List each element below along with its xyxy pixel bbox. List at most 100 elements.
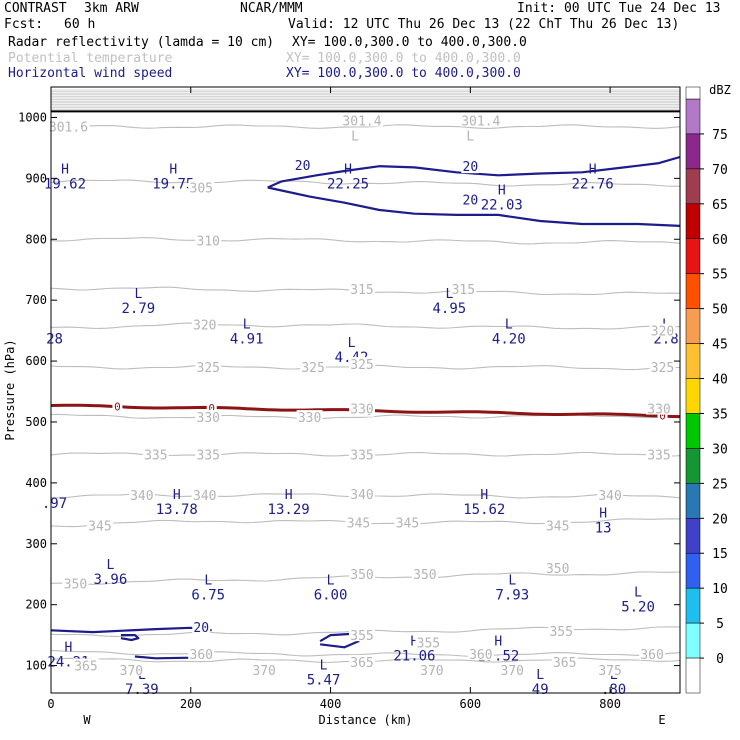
wind-extremum-type: L [634,586,642,601]
theta-label-bg [72,658,99,672]
y-tick-label: 100 [25,659,47,673]
theta-label-bg [499,662,526,676]
wind-extremum-value: 5.20 [621,600,655,616]
theta-label: 370 [252,664,275,679]
theta-contour-320 [50,322,681,330]
y-tick-label: 700 [25,293,47,307]
theta-label-bg [195,447,222,461]
wind-extremum-type: L [445,287,453,302]
colorbar-tick-label: 60 [712,233,728,248]
theta-label: 330 [197,411,220,426]
theta-label-bg [188,647,215,661]
wind-extremum-type: L [536,668,544,683]
theta-label-bg [300,360,327,374]
theta-label-bg [349,567,376,581]
y-tick-label: 300 [25,537,47,551]
theta-label-bg [646,447,673,461]
theta-label-bg [195,233,222,247]
theta-label: 305 [190,181,213,196]
valid-time: Valid: 12 UTC Thu 26 Dec 13 (22 ChT Thu … [288,17,680,32]
theta-extremum-marker: L [466,130,474,145]
colorbar-tick-label: 75 [712,128,728,143]
wind-extremum-value: 13.78 [156,502,198,518]
freezing-label: 0 [208,402,215,415]
colorbar-swatch [685,238,701,274]
theta-label-bg [551,654,578,668]
wind-contour-20 [50,626,212,634]
y-tick-label: 400 [25,476,47,490]
wind-extremum-type: L [508,573,516,588]
theta-label-bg [544,561,571,575]
theta-label: 315 [350,283,373,298]
theta-label-bg [597,488,624,502]
theta-label: 325 [350,358,373,373]
theta-label: 301.4 [461,114,500,129]
field-name-wind: Horizontal wind speed [8,66,173,81]
theta-label: 365 [74,660,97,675]
wind-extremum-value: 28 [46,332,63,348]
wind-extremum-value: 13.29 [268,502,310,518]
colorbar-tick-label: 20 [712,512,728,527]
theta-label-bg [296,410,323,424]
wind-extremum-value: .97 [42,496,67,512]
theta-label-bg [349,282,376,296]
theta-label: 340 [350,488,373,503]
colorbar-swatch [685,133,701,170]
stratosphere-shading [51,89,680,112]
theta-label-bg [548,623,575,637]
theta-extremum-marker: L [351,130,359,145]
theta-label: 355 [417,636,440,651]
freezing-label-bg [206,402,217,415]
program-name: CONTRAST [4,1,67,16]
theta-label: 325 [301,361,324,376]
theta-label: 355 [549,625,572,640]
wind-extremum-value: 22.76 [572,176,614,192]
theta-label-bg [597,662,624,676]
wind-extremum-type: L [505,318,513,333]
theta-label: 315 [452,283,475,298]
wind-label-bg [293,157,312,172]
theta-label-bg [349,447,376,461]
colorbar-swatch [685,378,701,414]
theta-label-bg [86,518,113,532]
wind-extremum-type: L [320,659,328,674]
wind-extremum-value: 19.62 [44,176,86,192]
wind-extremum-value: 2.79 [122,301,156,317]
colorbar-tick-label: 65 [712,198,728,213]
colorbar-swatch [685,343,701,379]
colorbar-swatch [685,98,701,135]
theta-label: 345 [396,516,419,531]
fcst-label: Fcst: [4,17,44,32]
colorbar-tick-label: 0 [716,652,724,667]
theta-label: 350 [350,568,373,583]
theta-label-bg [195,360,222,374]
theta-label-bg [251,662,278,676]
theta-label-bg [411,567,438,581]
wind-extremum-value: .80 [601,682,626,698]
colorbar-swatch [685,657,701,694]
wind-extremum-value: 6.75 [191,587,225,603]
theta-label-bg [646,401,673,415]
field-name-reflectivity: Radar reflectivity (lamda = 10 cm) [8,35,275,50]
theta-label-bg [544,518,571,532]
theta-label: 335 [350,448,373,463]
y-tick-label: 1000 [18,110,47,124]
theta-label: 360 [469,648,492,663]
wind-extremum-type: H [65,640,73,655]
y-tick-label: 200 [25,598,47,612]
theta-label: 360 [190,648,213,663]
theta-label-bg [415,635,442,649]
wind-extremum-type: H [599,506,607,521]
colorbar: 0 5 10 15 20 25 30 35 40 45 50 55 60 65 70 75 dBZ [685,83,731,694]
theta-label: 330 [298,411,321,426]
wind-extremum-type: H [61,162,69,177]
theta-label: 320 [651,325,674,340]
theta-label-bg [341,113,384,127]
colorbar-tick-label: 5 [716,617,724,632]
field-xy-wind: XY= 100.0,300.0 to 400.0,300.0 [286,66,521,81]
colorbar-tick-label: 10 [712,582,728,597]
freezing-label: 0 [114,401,121,414]
colorbar-swatch [685,413,701,449]
theta-label: 350 [546,562,569,577]
